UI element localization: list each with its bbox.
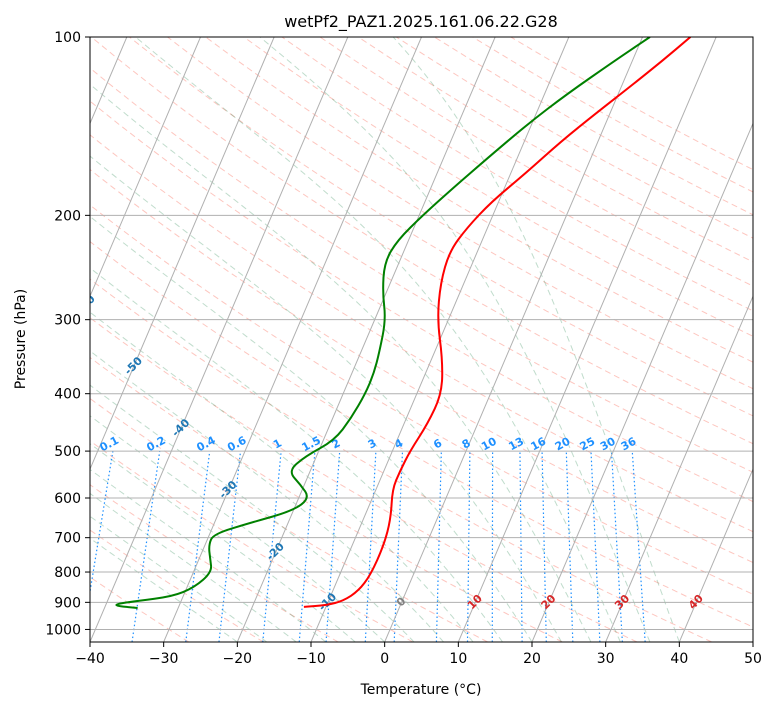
moist-adiabat [90,384,415,642]
x-tick-label: −10 [296,651,326,667]
dry-adiabat [90,397,488,642]
x-tick-label: 30 [597,651,615,667]
y-tick-label: 900 [54,595,81,611]
temperature-line [303,37,692,608]
mixing-ratio-line [90,451,114,596]
x-tick-label: 20 [523,651,541,667]
mixing-ratio-label: 20 [553,435,573,454]
moist-adiabat [90,468,327,642]
dry-adiabat [90,317,638,642]
dry-adiabat [90,529,264,642]
isotherm-line [90,37,349,642]
isotherm-line [457,37,717,642]
moist-adiabat [90,311,474,642]
dry-adiabat [90,100,753,503]
mixing-ratio-line [185,451,211,642]
x-tick-label: 0 [380,651,389,667]
y-tick-label: 200 [54,208,81,224]
moist-adiabat [90,350,444,642]
mixing-ratio-label: 13 [506,435,526,454]
x-tick-label: 50 [744,651,762,667]
dry-adiabat [90,356,563,642]
x-tick-label: −20 [223,651,253,667]
y-tick-label: 500 [54,444,81,460]
dry-adiabat [90,278,712,642]
x-axis-label: Temperature (°C) [360,682,482,698]
y-tick-label: 700 [54,531,81,547]
plot-frame [89,36,754,643]
isotherm-label: -60 [75,292,98,315]
moist-adiabat [90,215,533,642]
moist-adiabat [90,537,238,642]
mixing-ratio-line [131,451,161,642]
dry-adiabat [90,134,753,533]
x-tick-label: −40 [75,651,105,667]
dry-adiabat [90,37,753,445]
mixing-ratio-label: 10 [479,435,499,454]
isotherm-line [90,37,275,471]
dry-adiabat [129,37,753,417]
isotherm-line [236,37,496,642]
x-tick-label: −30 [149,651,179,667]
axis-ticks: −40 −30 −20 −10 0 10 20 30 40 50 1000 900 800 700 600 5… [45,30,762,667]
isotherm-line [384,37,643,642]
dewpoint-line [115,37,651,609]
profile-series [115,37,692,609]
y-tick-label: 1000 [45,622,81,638]
x-tick-label: 10 [449,651,467,667]
mixing-ratio-label: 16 [529,435,549,454]
mixing-ratio-line [218,451,242,642]
isotherm-line [90,37,201,298]
moist-adiabat [135,37,621,642]
dry-adiabat [90,168,753,564]
dry-adiabat [90,484,339,642]
y-tick-label: 100 [54,30,81,46]
moist-adiabat [90,415,386,642]
y-axis-label: Pressure (hPa) [13,289,29,389]
isotherm-line [163,37,422,642]
x-tick-label: 40 [670,651,688,667]
moist-adiabat [90,155,562,642]
y-tick-label: 300 [54,313,81,329]
y-tick-label: 600 [54,491,81,507]
dry-adiabat [243,37,753,337]
y-tick-label: 400 [54,387,81,403]
mixing-ratio-label: 30 [598,435,618,454]
mixing-ratio-label: 36 [619,435,639,454]
dry-adiabat [281,37,753,312]
chart-title: wetPf2_PAZ1.2025.161.06.22.G28 [284,12,558,32]
isotherm-line [531,122,753,642]
y-tick-label: 800 [54,565,81,581]
dry-adiabat [90,241,753,628]
moist-adiabat [392,37,680,642]
dry-adiabat [90,204,753,595]
isotherm-line [605,295,753,642]
isotherm-line [678,467,753,642]
mixing-ratio-label: 25 [578,435,598,454]
moist-adiabat [259,37,651,642]
